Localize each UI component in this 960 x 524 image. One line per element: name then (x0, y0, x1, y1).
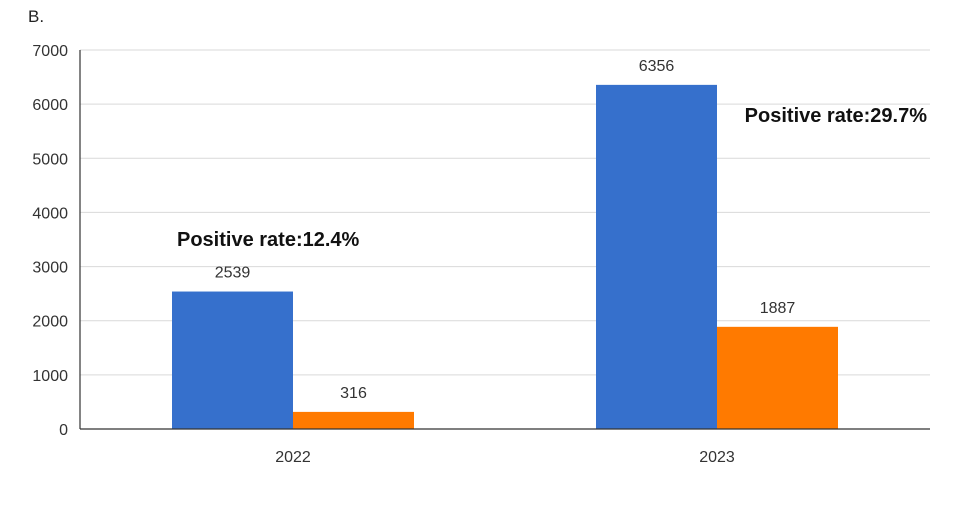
y-tick-label: 7000 (32, 43, 68, 60)
y-tick-label: 1000 (32, 368, 68, 385)
bars (172, 84, 838, 430)
bar-2022-series-2 (293, 411, 414, 429)
value-labels: 2539 316 6356 1887 (215, 58, 796, 402)
y-tick-label: 4000 (32, 205, 68, 222)
positive-rate-annotation-2023: Positive rate:29.7% (745, 105, 928, 127)
x-axis-ticks: 2022 2023 (275, 449, 735, 466)
value-label: 316 (340, 385, 367, 402)
y-tick-label: 6000 (32, 97, 68, 114)
x-tick-label: 2022 (275, 449, 311, 466)
positive-rate-annotation-2022: Positive rate:12.4% (177, 229, 360, 251)
y-tick-label: 5000 (32, 151, 68, 168)
value-label: 6356 (639, 58, 675, 75)
y-tick-label: 3000 (32, 260, 68, 277)
bar-2022-series-1 (172, 291, 293, 429)
value-label: 2539 (215, 265, 251, 282)
y-tick-label: 2000 (32, 314, 68, 331)
y-axis-ticks: 0 1000 2000 3000 4000 5000 6000 7000 (32, 43, 68, 439)
x-tick-label: 2023 (699, 449, 735, 466)
bar-2023-series-1 (596, 84, 717, 430)
panel-label: B. (28, 7, 44, 26)
annotations: Positive rate:12.4% Positive rate:29.7% (177, 105, 927, 251)
value-label: 1887 (760, 300, 796, 317)
y-tick-label: 0 (59, 422, 68, 439)
bar-2023-series-2 (717, 326, 838, 429)
